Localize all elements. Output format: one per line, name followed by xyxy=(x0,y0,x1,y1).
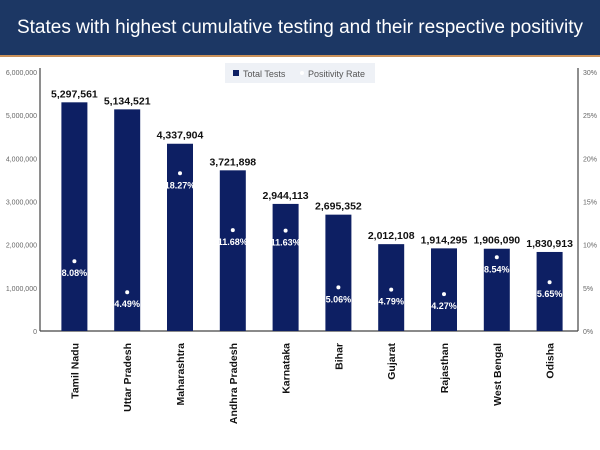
y-tick-label: 0 xyxy=(33,329,37,336)
x-tick-label: Odisha xyxy=(545,343,557,379)
y2-tick-label: 15% xyxy=(583,200,597,207)
positivity-point xyxy=(494,255,499,260)
y-tick-label: 1,000,000 xyxy=(6,286,37,293)
bar-data-label: 1,906,090 xyxy=(473,235,520,247)
x-tick-label: West Bengal xyxy=(492,343,504,406)
positivity-data-label: 5.65% xyxy=(537,289,563,299)
bar-data-label: 3,721,898 xyxy=(209,156,256,168)
positivity-data-label: 4.79% xyxy=(378,297,404,307)
bar-data-label: 1,830,913 xyxy=(526,238,573,250)
y-tick-label: 6,000,000 xyxy=(6,70,37,77)
positivity-data-label: 4.27% xyxy=(431,301,457,311)
positivity-point xyxy=(336,285,341,290)
y2-tick-label: 0% xyxy=(583,329,593,336)
x-tick-label: Rajasthan xyxy=(439,343,451,393)
bar-total-tests xyxy=(378,244,405,331)
y-tick-label: 4,000,000 xyxy=(6,156,37,163)
y2-tick-label: 30% xyxy=(583,70,597,77)
x-tick-label: Gujarat xyxy=(386,343,398,380)
positivity-point xyxy=(283,228,288,233)
positivity-point xyxy=(125,290,130,295)
positivity-data-label: 8.54% xyxy=(484,264,510,274)
y-tick-label: 2,000,000 xyxy=(6,243,37,250)
positivity-point xyxy=(72,259,77,264)
bar-total-tests xyxy=(431,248,457,331)
positivity-data-label: 11.68% xyxy=(218,237,248,247)
bar-data-label: 1,914,295 xyxy=(421,234,468,246)
x-tick-label: Andhra Pradesh xyxy=(228,343,240,424)
positivity-point xyxy=(178,171,182,176)
x-tick-label: Uttar Pradesh xyxy=(122,343,134,412)
y2-tick-label: 20% xyxy=(583,156,597,163)
bar-total-tests xyxy=(483,248,510,331)
legend-swatch-positivity-rate xyxy=(300,71,304,75)
bar-total-tests xyxy=(114,109,141,332)
positivity-point xyxy=(230,228,235,233)
bar-data-label: 5,134,521 xyxy=(104,95,151,107)
bar-data-label: 4,337,904 xyxy=(157,130,204,142)
legend-swatch-total-tests xyxy=(233,70,239,76)
x-tick-label: Bihar xyxy=(333,343,345,370)
legend-label-total-tests: Total Tests xyxy=(243,69,286,79)
y-tick-label: 5,000,000 xyxy=(6,113,37,120)
bar-total-tests xyxy=(325,214,352,331)
title-banner xyxy=(0,0,600,57)
y2-tick-label: 5% xyxy=(583,286,593,293)
y2-tick-label: 25% xyxy=(583,113,597,120)
x-tick-label: Karnataka xyxy=(281,343,293,394)
positivity-data-label: 8.08% xyxy=(62,268,88,278)
y-tick-label: 3,000,000 xyxy=(6,200,37,207)
y2-tick-label: 10% xyxy=(583,243,597,250)
positivity-data-label: 5.06% xyxy=(326,294,352,304)
bar-total-tests xyxy=(536,251,563,331)
positivity-point xyxy=(442,292,446,297)
bar-data-label: 5,297,561 xyxy=(51,88,98,100)
bar-data-label: 2,012,108 xyxy=(368,230,415,242)
positivity-point xyxy=(389,287,394,292)
positivity-data-label: 11.63% xyxy=(271,238,301,248)
positivity-data-label: 18.27% xyxy=(165,180,196,190)
legend-label-positivity-rate: Positivity Rate xyxy=(308,69,365,79)
x-tick-label: Maharashtra xyxy=(175,343,187,406)
positivity-data-label: 4.49% xyxy=(114,299,140,309)
bar-total-tests xyxy=(272,203,299,331)
bar-total-tests xyxy=(61,102,88,331)
positivity-point xyxy=(547,280,552,285)
x-tick-label: Tamil Nadu xyxy=(69,343,81,399)
bar-data-label: 2,944,113 xyxy=(263,190,309,202)
bar-total-tests xyxy=(219,170,246,331)
bar-data-label: 2,695,352 xyxy=(315,201,362,213)
